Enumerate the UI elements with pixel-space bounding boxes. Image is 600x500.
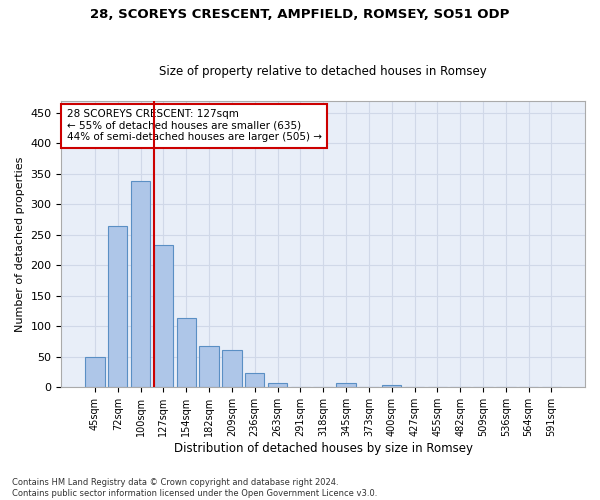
Bar: [199, 346, 219, 388]
Bar: [85, 357, 104, 388]
Bar: [382, 385, 401, 388]
Y-axis label: Number of detached properties: Number of detached properties: [15, 156, 25, 332]
Bar: [154, 245, 173, 388]
Text: Contains HM Land Registry data © Crown copyright and database right 2024.
Contai: Contains HM Land Registry data © Crown c…: [12, 478, 377, 498]
X-axis label: Distribution of detached houses by size in Romsey: Distribution of detached houses by size …: [174, 442, 473, 455]
Bar: [176, 318, 196, 388]
Bar: [245, 372, 265, 388]
Bar: [268, 383, 287, 388]
Title: Size of property relative to detached houses in Romsey: Size of property relative to detached ho…: [160, 66, 487, 78]
Bar: [222, 350, 242, 388]
Bar: [108, 226, 127, 388]
Text: 28, SCOREYS CRESCENT, AMPFIELD, ROMSEY, SO51 ODP: 28, SCOREYS CRESCENT, AMPFIELD, ROMSEY, …: [91, 8, 509, 20]
Text: 28 SCOREYS CRESCENT: 127sqm
← 55% of detached houses are smaller (635)
44% of se: 28 SCOREYS CRESCENT: 127sqm ← 55% of det…: [67, 109, 322, 142]
Bar: [131, 181, 150, 388]
Bar: [337, 383, 356, 388]
